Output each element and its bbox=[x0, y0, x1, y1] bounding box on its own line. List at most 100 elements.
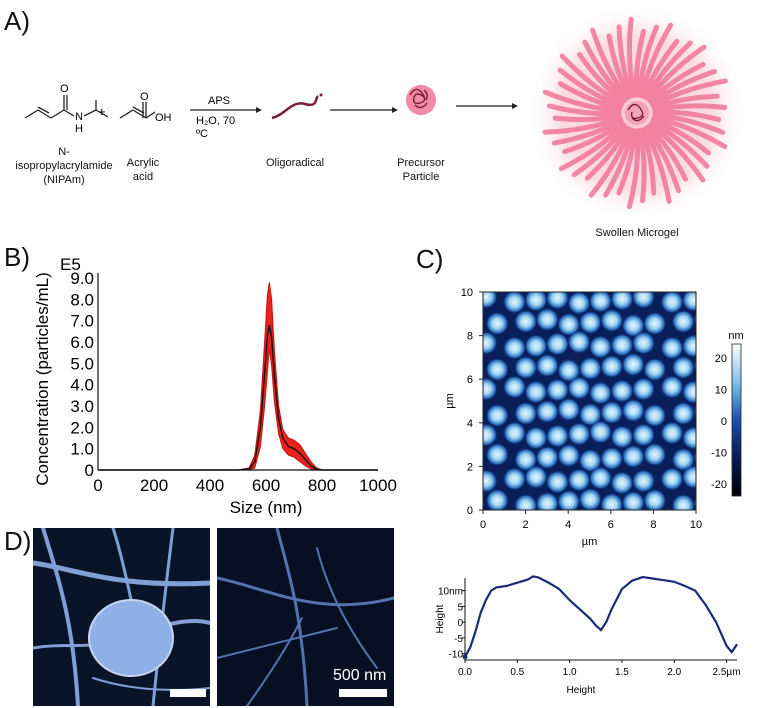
microgel-particle bbox=[693, 450, 696, 465]
afm-y-tick-label: 10 bbox=[461, 287, 473, 299]
microgel-particle bbox=[483, 423, 498, 447]
microgel-chain bbox=[644, 125, 682, 194]
microgel-chain bbox=[649, 68, 718, 106]
microgel-particle bbox=[535, 308, 559, 331]
microgel-particle bbox=[643, 312, 667, 335]
y-tick-label: 1.0 bbox=[70, 440, 94, 459]
microgel-chain bbox=[651, 93, 720, 111]
microgel-particle bbox=[485, 312, 509, 335]
microgel-chain bbox=[559, 53, 625, 106]
microgel-particle bbox=[524, 334, 548, 358]
microgel-particle bbox=[600, 355, 624, 378]
y-tick-label: 7.0 bbox=[70, 312, 94, 331]
mean-line bbox=[98, 324, 378, 471]
precursor-particle bbox=[406, 85, 436, 115]
microgel-particle bbox=[671, 310, 695, 333]
microgel-chain bbox=[648, 61, 706, 104]
y-tick-label: 2.0 bbox=[70, 418, 94, 437]
microgel-particle bbox=[682, 465, 696, 489]
y-tick-label: 0 bbox=[85, 461, 94, 480]
microgel-particle bbox=[567, 422, 591, 446]
microgel-particle bbox=[535, 400, 559, 423]
microgel-chain bbox=[552, 113, 622, 123]
microgel-particle bbox=[632, 377, 655, 401]
microgel-chain bbox=[616, 128, 637, 196]
microgel-particle bbox=[671, 356, 695, 379]
panel-label-c: C) bbox=[416, 244, 444, 274]
afm-x-tick-label: 6 bbox=[608, 519, 614, 531]
acrylic-acid-label: Acrylic acid bbox=[126, 157, 160, 183]
microgel-particle bbox=[546, 378, 569, 402]
afm-y-tick-label: 2 bbox=[467, 461, 473, 473]
microgel-chain bbox=[542, 115, 623, 135]
microgel-particle bbox=[485, 404, 509, 427]
oligoradical-label: Oligoradical bbox=[265, 157, 325, 169]
microgel-chain bbox=[626, 16, 637, 98]
microgel-particle bbox=[578, 357, 602, 380]
afm-x-tick-label: 8 bbox=[650, 519, 656, 531]
microgel-chain bbox=[562, 120, 625, 155]
microgel-chain bbox=[558, 122, 626, 172]
microgel-particle bbox=[567, 376, 591, 400]
height-profile-line bbox=[464, 575, 738, 658]
microgel-particle bbox=[682, 334, 696, 358]
microgel-chain bbox=[557, 67, 624, 109]
microgel-chain bbox=[588, 126, 633, 198]
microgel-particle bbox=[535, 354, 559, 377]
microgel-chain bbox=[641, 126, 672, 204]
microgel-chain bbox=[652, 109, 722, 123]
microgel-chain bbox=[649, 120, 710, 169]
microgel-particle bbox=[578, 488, 602, 510]
microgel-particle bbox=[578, 449, 602, 472]
profile-x-tick-label: 0.5 bbox=[510, 667, 524, 678]
microgel-particle bbox=[660, 375, 684, 399]
panel-label-b: B) bbox=[4, 242, 30, 272]
microgel-particle bbox=[589, 466, 612, 490]
oligoradical-chain bbox=[271, 94, 319, 120]
microgel-chain bbox=[651, 115, 728, 150]
microgel-chain bbox=[551, 117, 624, 146]
microgel-particle bbox=[485, 489, 509, 510]
microgel-particle bbox=[671, 402, 695, 425]
microgel-chain bbox=[603, 127, 635, 198]
microgel-particle bbox=[503, 375, 526, 399]
microgel-particle bbox=[524, 426, 548, 450]
microgel-particle bbox=[693, 496, 696, 510]
microgel-particle bbox=[503, 467, 526, 491]
profile-x-tick-label: 2.5µm bbox=[713, 667, 741, 678]
precursor-label: Precursor Particle bbox=[397, 157, 445, 183]
microgel-particle bbox=[643, 404, 667, 427]
afm-frame bbox=[482, 291, 697, 511]
microgel-particle bbox=[578, 311, 602, 334]
microgel-particle bbox=[485, 443, 509, 466]
profile-x-axis-label: Height bbox=[567, 685, 596, 696]
microgel-particle bbox=[546, 332, 569, 356]
microgel-particle bbox=[567, 292, 591, 315]
profile-y-tick-label: 5 bbox=[457, 602, 463, 613]
microgel-chain bbox=[650, 117, 712, 156]
microgel-particle bbox=[600, 401, 624, 424]
sem-scale-bar-left bbox=[170, 689, 206, 697]
microgel-chain bbox=[546, 103, 622, 117]
colorbar bbox=[731, 343, 742, 497]
afm-y-tick-label: 8 bbox=[467, 331, 473, 343]
microgel-particle bbox=[671, 494, 695, 510]
microgel-chain bbox=[633, 28, 647, 98]
microgel-particle bbox=[546, 424, 569, 448]
microgel-particle bbox=[557, 490, 581, 510]
microgel-particle bbox=[578, 403, 602, 426]
microgel-particle bbox=[524, 380, 548, 404]
microgel-particle bbox=[610, 379, 634, 403]
x-tick-label: 0 bbox=[93, 476, 102, 495]
afm-y-axis-label: µm bbox=[444, 393, 456, 409]
profile-y-tick-label: -10 bbox=[449, 650, 464, 661]
microgel-chain bbox=[616, 24, 635, 99]
microgel-particle bbox=[632, 423, 655, 447]
microgel-particle bbox=[660, 467, 684, 491]
swollen-microgel-label: Swollen Microgel bbox=[595, 227, 679, 239]
nipam-label: N- isopropylacrylamide (NIPAm) bbox=[15, 146, 113, 186]
microgel-particle bbox=[600, 447, 624, 470]
y-axis-label: Concentration (particles/mL) bbox=[33, 272, 52, 486]
microgel-particle bbox=[514, 402, 538, 425]
